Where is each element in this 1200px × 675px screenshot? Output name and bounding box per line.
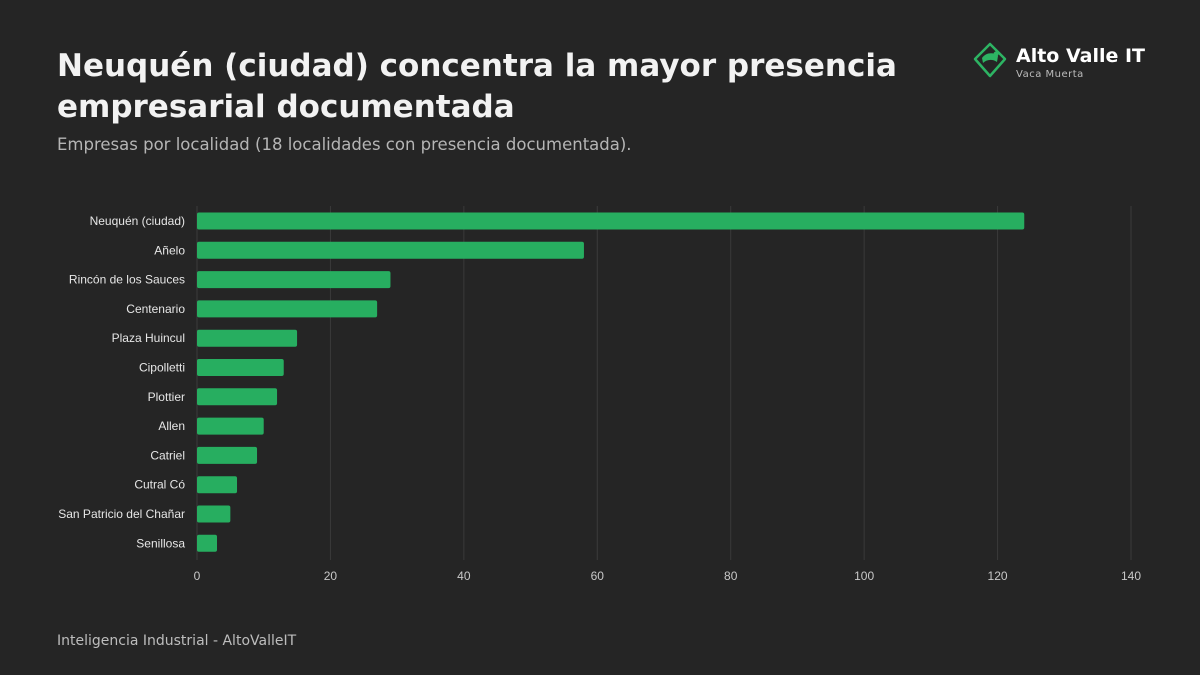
brand-tagline: Vaca Muerta: [1016, 69, 1084, 80]
grid-layer: [196, 206, 1132, 560]
bar: [197, 300, 378, 318]
bar: [197, 388, 278, 406]
category-label: Allen: [158, 419, 185, 433]
x-tick-label: 120: [988, 569, 1008, 583]
category-label: Senillosa: [136, 536, 185, 550]
chart-subtitle: Empresas por localidad (18 localidades c…: [57, 135, 632, 154]
category-label: Plottier: [148, 390, 185, 404]
bar-layer: [197, 212, 1025, 552]
category-label: San Patricio del Chañar: [58, 507, 185, 521]
category-label: Cutral Có: [134, 478, 185, 492]
bar: [197, 271, 391, 289]
category-label: Catriel: [150, 448, 185, 462]
category-label: Rincón de los Sauces: [69, 273, 185, 287]
x-tick-label: 0: [194, 569, 201, 583]
x-tick-label: 60: [591, 569, 605, 583]
bar: [197, 241, 584, 259]
category-label-layer: Neuquén (ciudad) Añelo Rincón de los Sauce…: [58, 214, 185, 550]
footer-text: Inteligencia Industrial - AltoValleIT: [57, 633, 297, 649]
bar: [197, 476, 238, 494]
category-label: Cipolletti: [139, 361, 185, 375]
chart-title: Neuquén (ciudad) concentra la mayor pres…: [57, 48, 897, 125]
bar: [197, 417, 264, 435]
map-pin-logo-icon: [973, 42, 1007, 78]
category-label: Añelo: [154, 243, 185, 257]
bar: [197, 446, 258, 464]
x-tick-label: 80: [724, 569, 738, 583]
x-tick-label: 40: [457, 569, 471, 583]
category-label: Neuquén (ciudad): [90, 214, 185, 228]
x-tick-label: 140: [1121, 569, 1141, 583]
bar: [197, 359, 284, 376]
x-tick-label: 20: [324, 569, 338, 583]
x-tick-label: 100: [854, 569, 874, 583]
brand-name: Alto Valle IT: [1016, 45, 1146, 67]
category-label: Plaza Huincul: [112, 331, 185, 345]
bar: [197, 534, 218, 552]
category-label: Centenario: [126, 302, 185, 316]
bar: [197, 505, 231, 523]
bar: [197, 212, 1025, 230]
brand-block: Alto Valle IT Vaca Muerta: [972, 42, 1172, 82]
bar: [197, 329, 298, 347]
x-tick-layer: 0 20 40 60 80 100 120 140: [194, 569, 1142, 583]
